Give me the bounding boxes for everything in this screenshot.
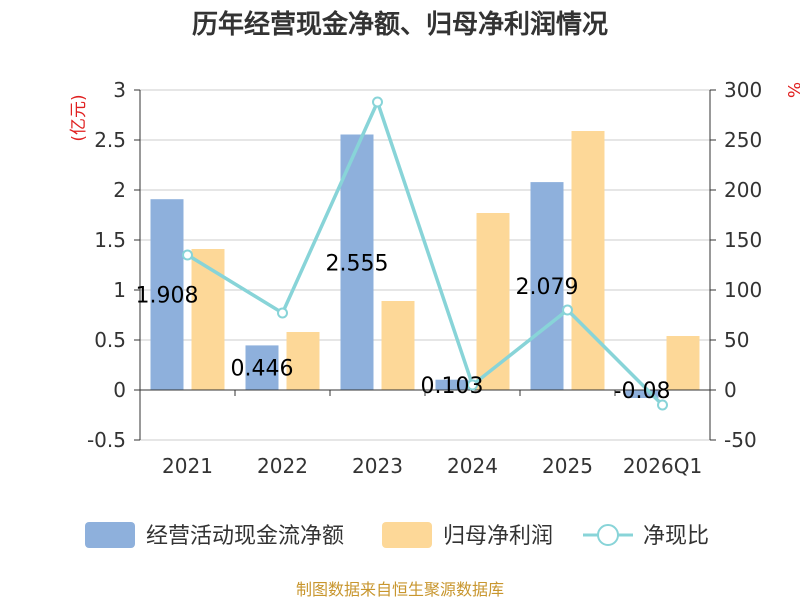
legend-swatch-cashflow xyxy=(85,522,135,548)
bar-cashflow xyxy=(625,390,659,398)
left-axis-unit: (亿元) xyxy=(69,94,89,141)
ratio-line xyxy=(186,97,664,407)
source-note: 制图数据来自恒生聚源数据库 xyxy=(296,580,504,599)
bar-cashflow xyxy=(340,134,374,390)
legend: 经营活动现金流净额 归母净利润 净现比 xyxy=(85,522,709,549)
legend-label-profit: 归母净利润 xyxy=(443,524,553,549)
right-tick-label: 0 xyxy=(724,378,737,402)
bar-profit xyxy=(381,301,415,390)
right-axis: -50 0 50 100 150 200 250 300 xyxy=(710,78,762,452)
bar-value-label: 1.908 xyxy=(136,284,199,309)
left-tick-label: 3 xyxy=(113,78,126,102)
bar-cashflow xyxy=(150,199,184,390)
bar-profit xyxy=(571,131,605,390)
x-axis: 2021 2022 2023 2024 2025 2026Q1 xyxy=(139,390,711,478)
right-tick-label: 50 xyxy=(724,328,749,352)
right-tick-label: 150 xyxy=(724,228,762,252)
x-tick-label: 2026Q1 xyxy=(623,454,702,478)
right-tick-label: 250 xyxy=(724,128,762,152)
left-tick-label: 2.5 xyxy=(94,128,126,152)
x-tick-label: 2021 xyxy=(162,454,213,478)
bar-profit xyxy=(666,336,700,390)
x-tick-label: 2025 xyxy=(542,454,593,478)
chart-title: 历年经营现金净额、归母净利润情况 xyxy=(192,9,608,40)
bar-profit xyxy=(476,213,510,390)
ratio-point xyxy=(657,399,668,411)
x-tick-label: 2024 xyxy=(447,454,498,478)
x-tick-label: 2022 xyxy=(257,454,308,478)
bar-profit xyxy=(286,332,320,390)
right-axis-unit: % xyxy=(783,82,800,98)
line-series xyxy=(182,96,668,411)
bar-value-label: -0.08 xyxy=(614,379,671,404)
bar-profit xyxy=(191,249,225,390)
ratio-point xyxy=(562,304,573,316)
left-tick-label: 0 xyxy=(113,378,126,402)
legend-label-cashflow: 经营活动现金流净额 xyxy=(146,524,344,549)
left-tick-label: 1 xyxy=(113,278,126,302)
x-tick-label: 2023 xyxy=(352,454,403,478)
bar-cashflow xyxy=(435,379,469,390)
legend-label-ratio: 净现比 xyxy=(643,524,709,549)
right-tick-label: -50 xyxy=(724,428,757,452)
bar-labels: 1.908 0.446 2.555 0.103 2.079 -0.08 xyxy=(136,251,671,404)
left-axis: -0.5 0 0.5 1 1.5 2 2.5 3 xyxy=(87,78,140,452)
ratio-point xyxy=(182,249,193,261)
bar-cashflow xyxy=(245,345,279,390)
bar-cashflow xyxy=(530,182,564,390)
legend-swatch-marker xyxy=(597,524,619,546)
bar-value-label: 0.103 xyxy=(421,374,484,399)
bar-value-label: 2.079 xyxy=(516,275,579,300)
right-tick-label: 300 xyxy=(724,78,762,102)
bar-value-label: 0.446 xyxy=(231,357,294,382)
left-tick-label: 1.5 xyxy=(94,228,126,252)
left-tick-label: 0.5 xyxy=(94,328,126,352)
legend-swatch-profit xyxy=(382,522,432,548)
ratio-point xyxy=(372,96,383,108)
right-tick-label: 100 xyxy=(724,278,762,302)
left-tick-label: 2 xyxy=(113,178,126,202)
bars xyxy=(150,131,700,398)
ratio-point xyxy=(467,379,478,391)
ratio-point xyxy=(277,307,288,319)
bar-value-label: 2.555 xyxy=(326,251,389,276)
left-tick-label: -0.5 xyxy=(87,428,126,452)
right-tick-label: 200 xyxy=(724,178,762,202)
